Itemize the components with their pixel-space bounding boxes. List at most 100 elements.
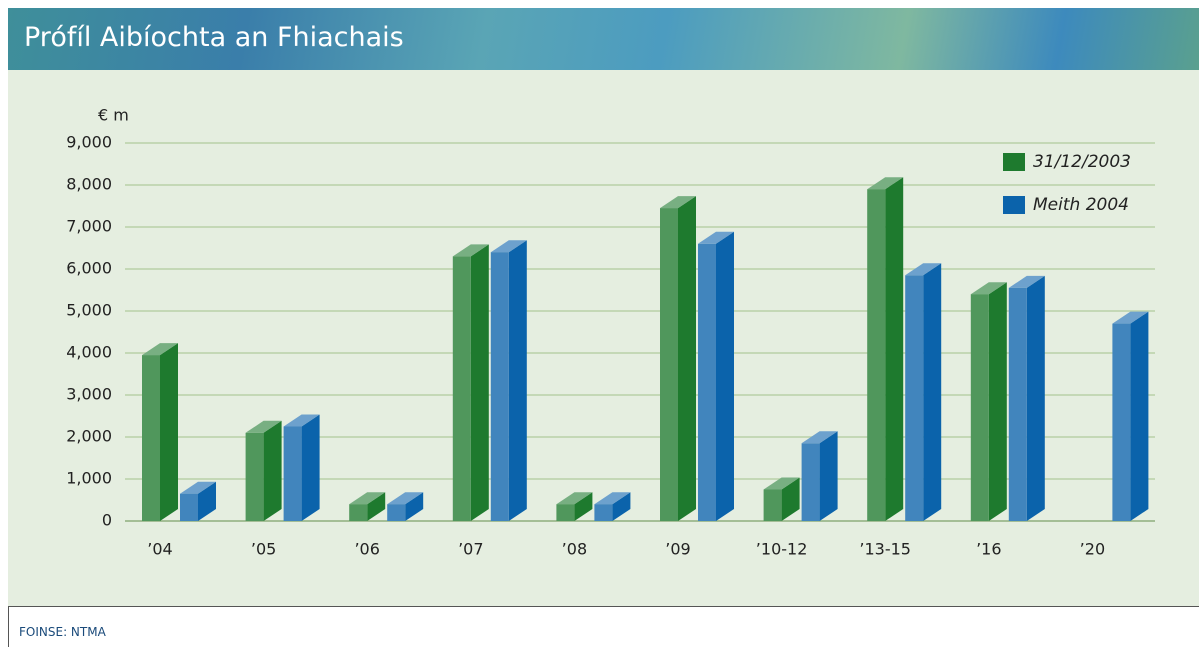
x-tick-label: ’06 — [354, 540, 379, 559]
bar-front — [801, 443, 820, 521]
x-tick-label: ’16 — [976, 540, 1001, 559]
y-tick-label: 2,000 — [66, 427, 112, 446]
bar — [594, 492, 631, 521]
bar-side — [923, 263, 942, 521]
legend-label: 31/12/2003 — [1033, 152, 1131, 172]
bar-top — [349, 492, 386, 505]
bar-top — [867, 177, 904, 190]
bar — [387, 492, 424, 521]
y-tick-label: 4,000 — [66, 343, 112, 362]
bar-top — [245, 420, 282, 433]
y-axis-label: € m — [98, 106, 129, 125]
bar-side — [988, 282, 1007, 521]
bar-top — [387, 492, 424, 505]
legend-swatch — [1003, 196, 1025, 214]
bar-front — [698, 243, 716, 522]
bar-side — [1026, 275, 1045, 521]
y-tick-label: 5,000 — [66, 301, 112, 320]
bar-front — [349, 504, 368, 521]
legend-swatch — [1003, 153, 1025, 171]
bar-top — [490, 240, 527, 253]
bar-front — [763, 489, 782, 521]
bar — [245, 420, 282, 521]
bar-top — [283, 414, 320, 427]
bar — [283, 414, 320, 521]
bar-side — [1130, 311, 1149, 521]
x-tick-label: ’07 — [458, 540, 483, 559]
x-tick-label: ’05 — [251, 540, 276, 559]
x-tick-label: ’08 — [562, 540, 587, 559]
bar-side — [198, 481, 216, 521]
bar-front — [867, 189, 886, 521]
y-tick-label: 8,000 — [66, 175, 112, 194]
bar — [556, 492, 593, 521]
y-tick-label: 9,000 — [66, 133, 112, 152]
footer: FOINSE: NTMA — [8, 606, 1199, 647]
page-title: Prófíl Aibíochta an Fhiachais — [24, 22, 404, 53]
bar-side — [160, 343, 178, 521]
bar-side — [716, 231, 734, 522]
bar-front — [556, 504, 575, 521]
bar-front — [180, 493, 198, 521]
bar — [452, 244, 489, 521]
bar-side — [574, 492, 593, 521]
bar — [867, 177, 904, 521]
bar-top — [763, 477, 800, 490]
bar — [905, 263, 942, 521]
bar-front — [660, 208, 678, 521]
bar-top — [698, 231, 734, 244]
bar-top — [1008, 275, 1045, 288]
bar-side — [885, 177, 904, 521]
y-tick-label: 6,000 — [66, 259, 112, 278]
source: FOINSE: NTMA — [19, 625, 106, 639]
bar-front — [452, 256, 471, 521]
bar-side — [367, 492, 386, 521]
bar-top — [556, 492, 593, 505]
bar-top — [970, 282, 1007, 295]
bar-front — [490, 252, 509, 521]
x-tick-label: ’20 — [1080, 540, 1105, 559]
bar-side — [263, 420, 282, 521]
bar-side — [678, 196, 696, 521]
bar-side — [301, 414, 320, 521]
bar-front — [283, 426, 302, 521]
bar-top — [180, 481, 216, 494]
y-tick-label: 0 — [102, 511, 112, 530]
bar-side — [781, 477, 800, 521]
y-tick-label: 7,000 — [66, 217, 112, 236]
bar-side — [819, 431, 838, 521]
bar-top — [452, 244, 489, 257]
bar — [349, 492, 386, 521]
bar-front — [1008, 287, 1027, 521]
bar — [698, 231, 734, 522]
bar-side — [405, 492, 424, 521]
bar-front — [905, 275, 924, 521]
bar-top — [660, 196, 696, 209]
y-tick-label: 1,000 — [66, 469, 112, 488]
bar-top — [1112, 311, 1149, 324]
bar — [142, 343, 178, 521]
bar — [660, 196, 696, 521]
bar — [180, 481, 216, 521]
x-tick-label: ’09 — [665, 540, 690, 559]
x-tick-label: ’13-15 — [859, 540, 911, 559]
header: Prófíl Aibíochta an Fhiachais — [8, 8, 1199, 70]
x-tick-label: ’04 — [147, 540, 172, 559]
bar-top — [801, 431, 838, 444]
bar-front — [1112, 323, 1131, 521]
bar-front — [142, 355, 160, 521]
bar-top — [142, 343, 178, 356]
bar-side — [612, 492, 631, 521]
bar-front — [387, 504, 406, 521]
bar-top — [594, 492, 631, 505]
bar — [1008, 275, 1045, 521]
legend-label: Meith 2004 — [1033, 195, 1129, 215]
bar-front — [594, 504, 613, 521]
bar-side — [508, 240, 527, 521]
bar — [490, 240, 527, 521]
bar — [763, 477, 800, 521]
bar — [970, 282, 1007, 521]
x-tick-label: ’10-12 — [756, 540, 808, 559]
